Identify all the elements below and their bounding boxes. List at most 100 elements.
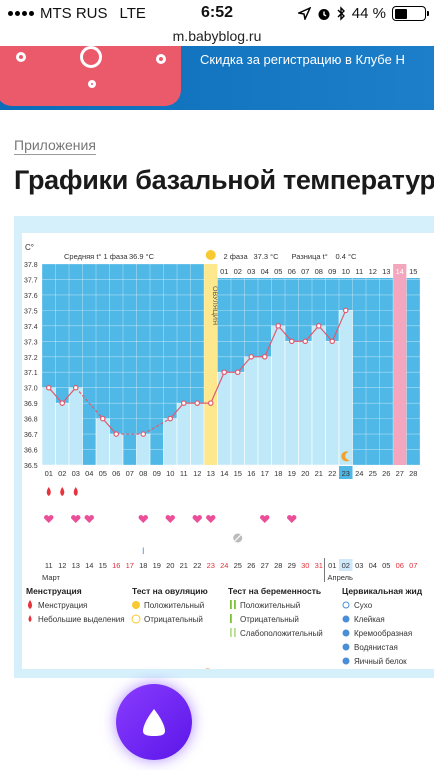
legend-ovulation-positive: Положительный: [144, 601, 204, 610]
calendar-date: 21: [180, 561, 188, 570]
calendar-date: 27: [261, 561, 269, 570]
temperature-line-segment: [210, 371, 225, 404]
calendar-date: 14: [85, 561, 93, 570]
legend-pregnancy-item: Слабоположительный: [240, 629, 323, 638]
temperature-line-segment: [237, 356, 252, 373]
y-tick-label: 37.4: [24, 324, 38, 331]
temperature-bar: [190, 402, 205, 466]
top-day-label: 13: [382, 267, 390, 276]
ovulation-label: ОВУЛЯЦИЯ: [211, 286, 218, 325]
calendar-date: 22: [193, 561, 201, 570]
url-bar[interactable]: m.babyblog.ru: [172, 28, 262, 44]
diff-value: 0.4 °C: [336, 252, 358, 261]
temperature-bar: [338, 310, 353, 466]
calendar-date: 15: [99, 561, 107, 570]
calendar-date: 28: [274, 561, 282, 570]
y-tick-label: 36.8: [24, 417, 38, 424]
temperature-point: [45, 384, 52, 391]
temperature-bar: [55, 402, 70, 466]
month-left-label: Март: [42, 573, 61, 582]
cycle-day-label: 05: [99, 469, 107, 478]
carrier-name: MTS RUS: [40, 5, 108, 22]
temperature-line-segment: [331, 310, 347, 342]
temperature-line-segment: [277, 325, 293, 342]
cycle-day-label: 12: [193, 469, 201, 478]
top-day-label: 07: [301, 267, 309, 276]
temperature-point: [207, 400, 214, 406]
legend-pregnancy-icon: [230, 614, 232, 623]
temperature-bar: [244, 356, 259, 466]
legend-ovulation-negative: Отрицательный: [144, 615, 203, 624]
y-tick-label: 37.7: [24, 277, 38, 284]
top-day-label: 05: [274, 267, 282, 276]
temperature-point: [234, 369, 241, 376]
cycle-day-label: 23: [342, 469, 350, 478]
temperature-bar: [257, 356, 272, 466]
calendar-date: 19: [153, 561, 161, 570]
cycle-day-label: 13: [207, 469, 215, 478]
top-day-label: 15: [409, 267, 417, 276]
cycle-day-label: 17: [261, 469, 269, 478]
bbt-chart: C° Средняя t° 1 фаза 36.9 °C 2 фаза 37.3 °C Р…: [22, 233, 434, 679]
y-tick-label: 37.8: [24, 262, 38, 269]
diff-label: Разница t°: [292, 252, 328, 261]
calendar-date: 06: [396, 561, 404, 570]
legend-spotting-icon: [28, 615, 32, 622]
temperature-bar: [136, 433, 151, 466]
legend-ovulation-positive-icon: [132, 601, 140, 609]
temperature-line-segment: [169, 402, 185, 420]
cycle-day-label: 16: [247, 469, 255, 478]
alice-assistant-button[interactable]: [116, 684, 192, 760]
temperature-bar: [95, 418, 110, 466]
alice-icon: [143, 709, 165, 736]
top-day-label: 12: [369, 267, 377, 276]
temperature-line-segment: [48, 387, 63, 404]
y-tick-label: 37.1: [24, 370, 38, 377]
cycle-day-label: 03: [72, 469, 80, 478]
location-arrow-icon: [297, 7, 311, 20]
temperature-point: [302, 338, 309, 345]
legend-menstruation-icon: [28, 600, 32, 609]
calendar-date: 23: [207, 561, 215, 570]
legend-moon-icon: [202, 668, 211, 679]
top-day-label: 04: [261, 267, 269, 276]
intercourse-heart-icon: [84, 515, 94, 523]
cycle-day-label: 18: [274, 469, 282, 478]
temperature-point: [59, 400, 66, 406]
temperature-bar: [68, 387, 83, 466]
cycle-day-label: 11: [180, 469, 188, 478]
y-tick-label: 36.5: [24, 463, 38, 470]
legend-cervical-title: Цервикальная жид: [342, 586, 423, 596]
article-category-link[interactable]: Приложения: [14, 137, 96, 155]
top-day-label: 02: [234, 267, 242, 276]
ovulation-column: [204, 264, 218, 465]
intercourse-heart-icon: [192, 515, 202, 523]
y-tick-label: 36.6: [24, 448, 38, 455]
y-tick-label: 37.3: [24, 339, 38, 346]
temperature-line-segment: [75, 387, 104, 420]
bluetooth-icon: [337, 6, 345, 21]
top-day-label: 06: [288, 267, 296, 276]
alarm-icon: [318, 8, 330, 20]
calendar-date: 30: [301, 561, 309, 570]
temperature-bar: [163, 418, 178, 466]
temperature-bar: [109, 433, 124, 466]
temperature-line-segment: [142, 418, 171, 435]
temperature-bar: [284, 341, 299, 466]
phase1-avg-value: 36.9 °C: [129, 252, 155, 261]
promo-banner[interactable]: Скидка за регистрацию в Клубе Н: [0, 46, 434, 110]
cycle-day-label: 26: [382, 469, 390, 478]
temperature-point: [342, 307, 349, 314]
temperature-point: [180, 400, 187, 406]
phase1-avg-label: Средняя t° 1 фаза: [64, 252, 128, 261]
legend-ovulation-negative-icon: [131, 614, 141, 624]
cycle-day-label: 15: [234, 469, 242, 478]
legend-cervical-item: Клейкая: [354, 615, 385, 624]
legend-cervical-icon: [342, 615, 350, 623]
legend-cervical-item: Водянистая: [354, 643, 398, 652]
cycle-day-label: 14: [220, 469, 228, 478]
top-day-label: 11: [355, 267, 363, 276]
calendar-date: 20: [166, 561, 174, 570]
cycle-day-label: 20: [301, 469, 309, 478]
temperature-bar: [271, 325, 286, 466]
